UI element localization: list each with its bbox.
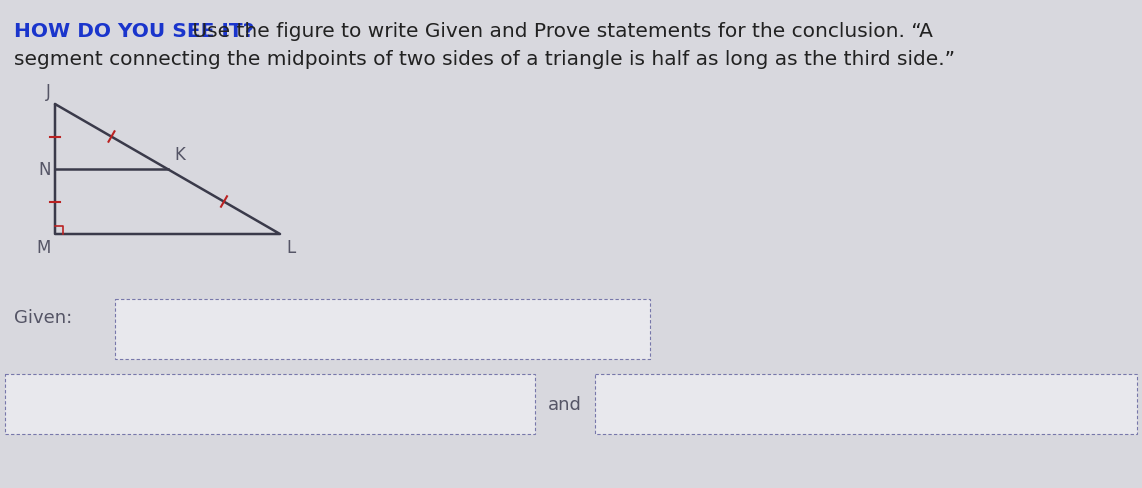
Text: L: L [286, 239, 296, 257]
Text: M: M [37, 239, 51, 257]
Text: segment connecting the midpoints of two sides of a triangle is half as long as t: segment connecting the midpoints of two … [14, 50, 955, 69]
Text: HOW DO YOU SEE IT?: HOW DO YOU SEE IT? [14, 22, 255, 41]
Text: Use the figure to write Given and Prove statements for the conclusion. “A: Use the figure to write Given and Prove … [186, 22, 933, 41]
Text: K: K [174, 146, 185, 163]
Bar [5, 374, 534, 434]
Bar [595, 374, 1137, 434]
Text: N: N [39, 161, 51, 179]
Text: Given:: Given: [14, 308, 72, 326]
Text: and: and [548, 395, 582, 413]
Bar [115, 299, 650, 359]
Text: J: J [46, 83, 51, 101]
